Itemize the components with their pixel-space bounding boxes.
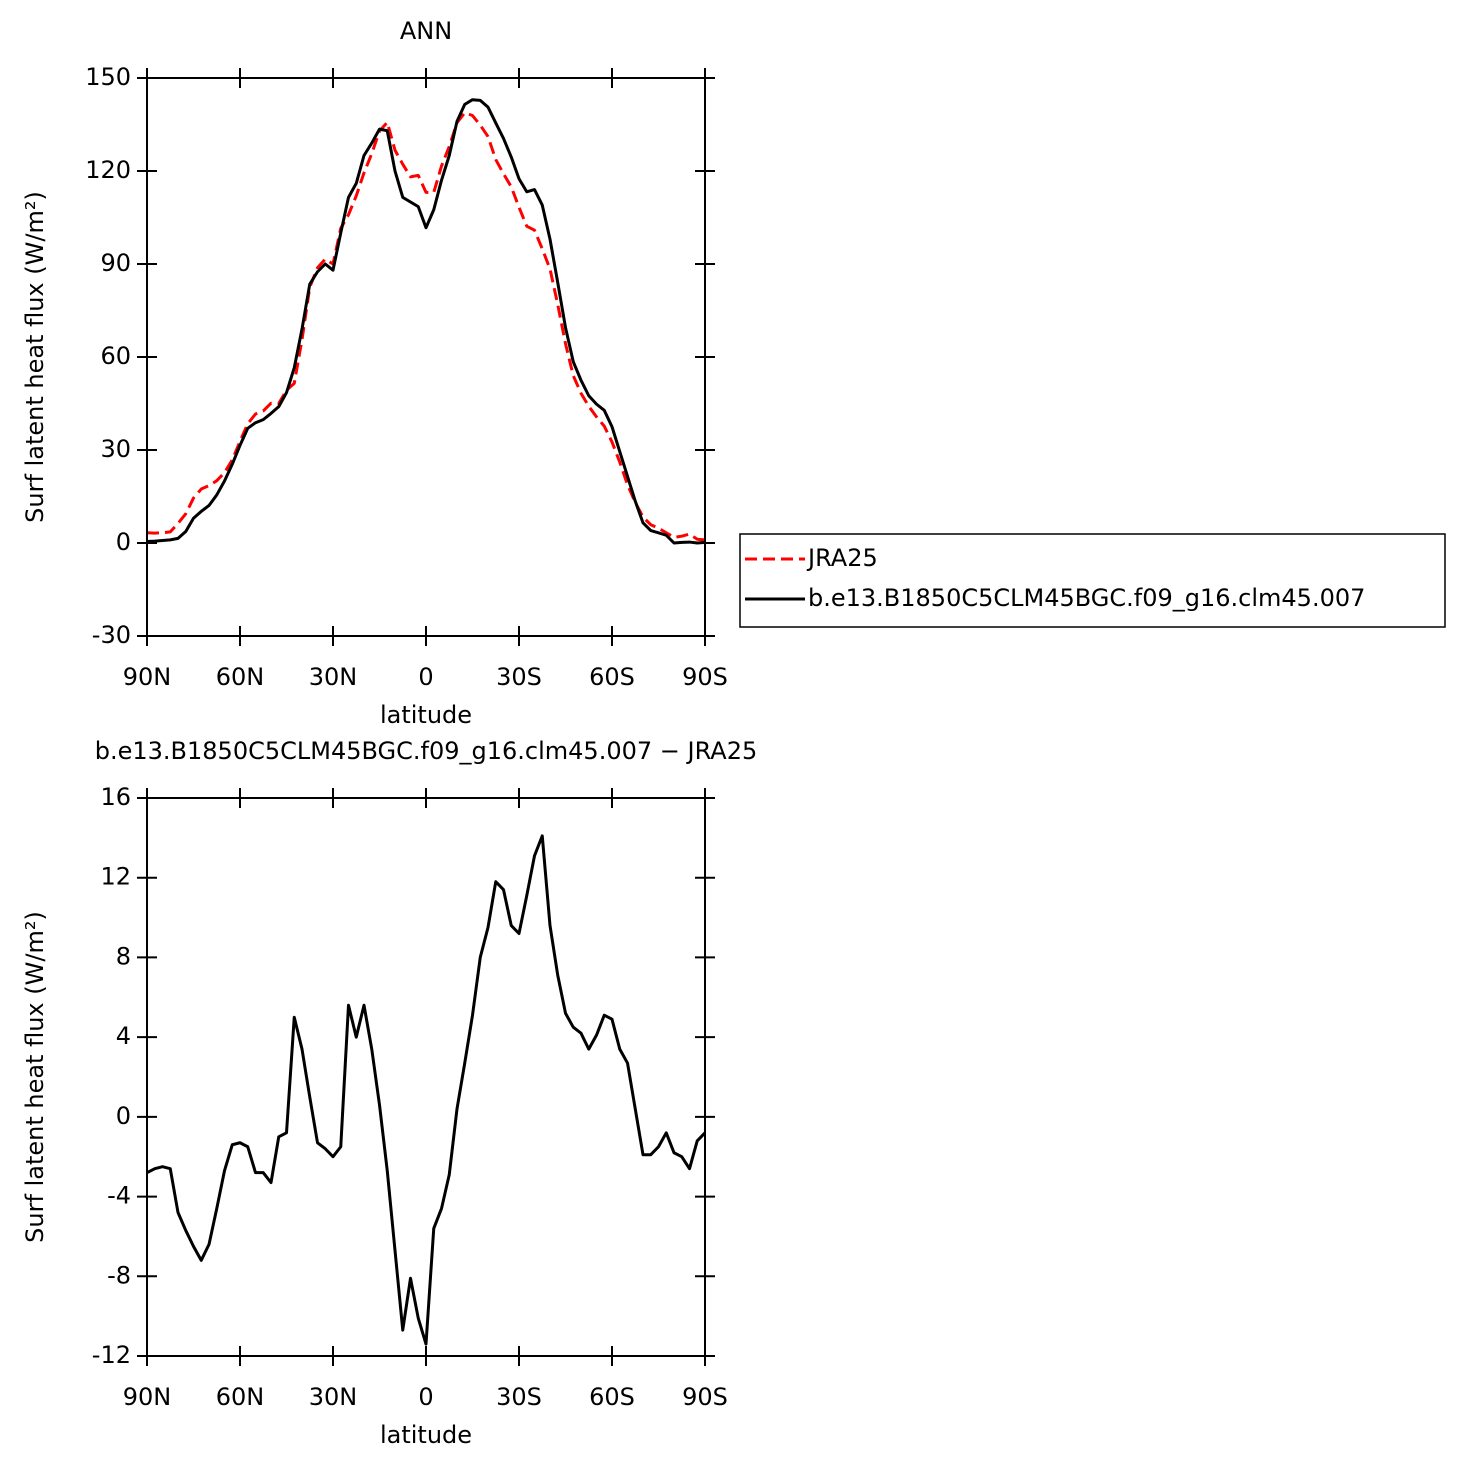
y-tick-label: 120 <box>85 156 131 184</box>
y-tick-label: 90 <box>100 249 131 277</box>
y-tick-label: 0 <box>116 1102 131 1130</box>
y-tick-label: 30 <box>100 435 131 463</box>
x-tick-label: 90N <box>123 663 172 691</box>
x-axis-label: latitude <box>380 701 472 729</box>
y-tick-label: -30 <box>92 621 131 649</box>
x-tick-label: 30N <box>309 1383 358 1411</box>
y-axis-label: Surf latent heat flux (W/m²) <box>21 191 49 523</box>
x-tick-label: 90S <box>682 663 728 691</box>
y-tick-label: 4 <box>116 1022 131 1050</box>
data-line <box>146 98 706 545</box>
x-tick-label: 0 <box>418 1383 433 1411</box>
x-tick-label: 30N <box>309 663 358 691</box>
x-tick-label: 0 <box>418 663 433 691</box>
y-tick-label: 12 <box>100 863 131 891</box>
data-line <box>146 834 707 1346</box>
y-axis-label: Surf latent heat flux (W/m²) <box>21 911 49 1243</box>
x-tick-label: 90N <box>123 1383 172 1411</box>
x-tick-label: 60S <box>589 663 635 691</box>
x-axis-label: latitude <box>380 1421 472 1449</box>
chart-title: b.e13.B1850C5CLM45BGC.f09_g16.clm45.007 … <box>95 737 757 765</box>
plot-frame <box>146 797 706 1357</box>
x-tick-label: 90S <box>682 1383 728 1411</box>
y-tick-label: -4 <box>107 1182 131 1210</box>
x-tick-label: 30S <box>496 663 542 691</box>
y-tick-label: 0 <box>116 528 131 556</box>
y-tick-label: -12 <box>92 1341 131 1369</box>
x-tick-label: 60N <box>216 663 265 691</box>
legend-box <box>739 533 1446 628</box>
x-tick-label: 30S <box>496 1383 542 1411</box>
plot-frame <box>146 77 706 637</box>
chart-title: ANN <box>400 17 452 45</box>
data-line <box>146 111 706 542</box>
x-tick-label: 60N <box>216 1383 265 1411</box>
y-tick-label: 60 <box>100 342 131 370</box>
y-tick-label: 150 <box>85 63 131 91</box>
legend-label: b.e13.B1850C5CLM45BGC.f09_g16.clm45.007 <box>808 584 1365 612</box>
legend-label: JRA25 <box>806 544 878 572</box>
x-tick-label: 60S <box>589 1383 635 1411</box>
y-tick-label: 8 <box>116 942 131 970</box>
y-tick-label: -8 <box>107 1261 131 1289</box>
y-tick-label: 16 <box>100 783 131 811</box>
